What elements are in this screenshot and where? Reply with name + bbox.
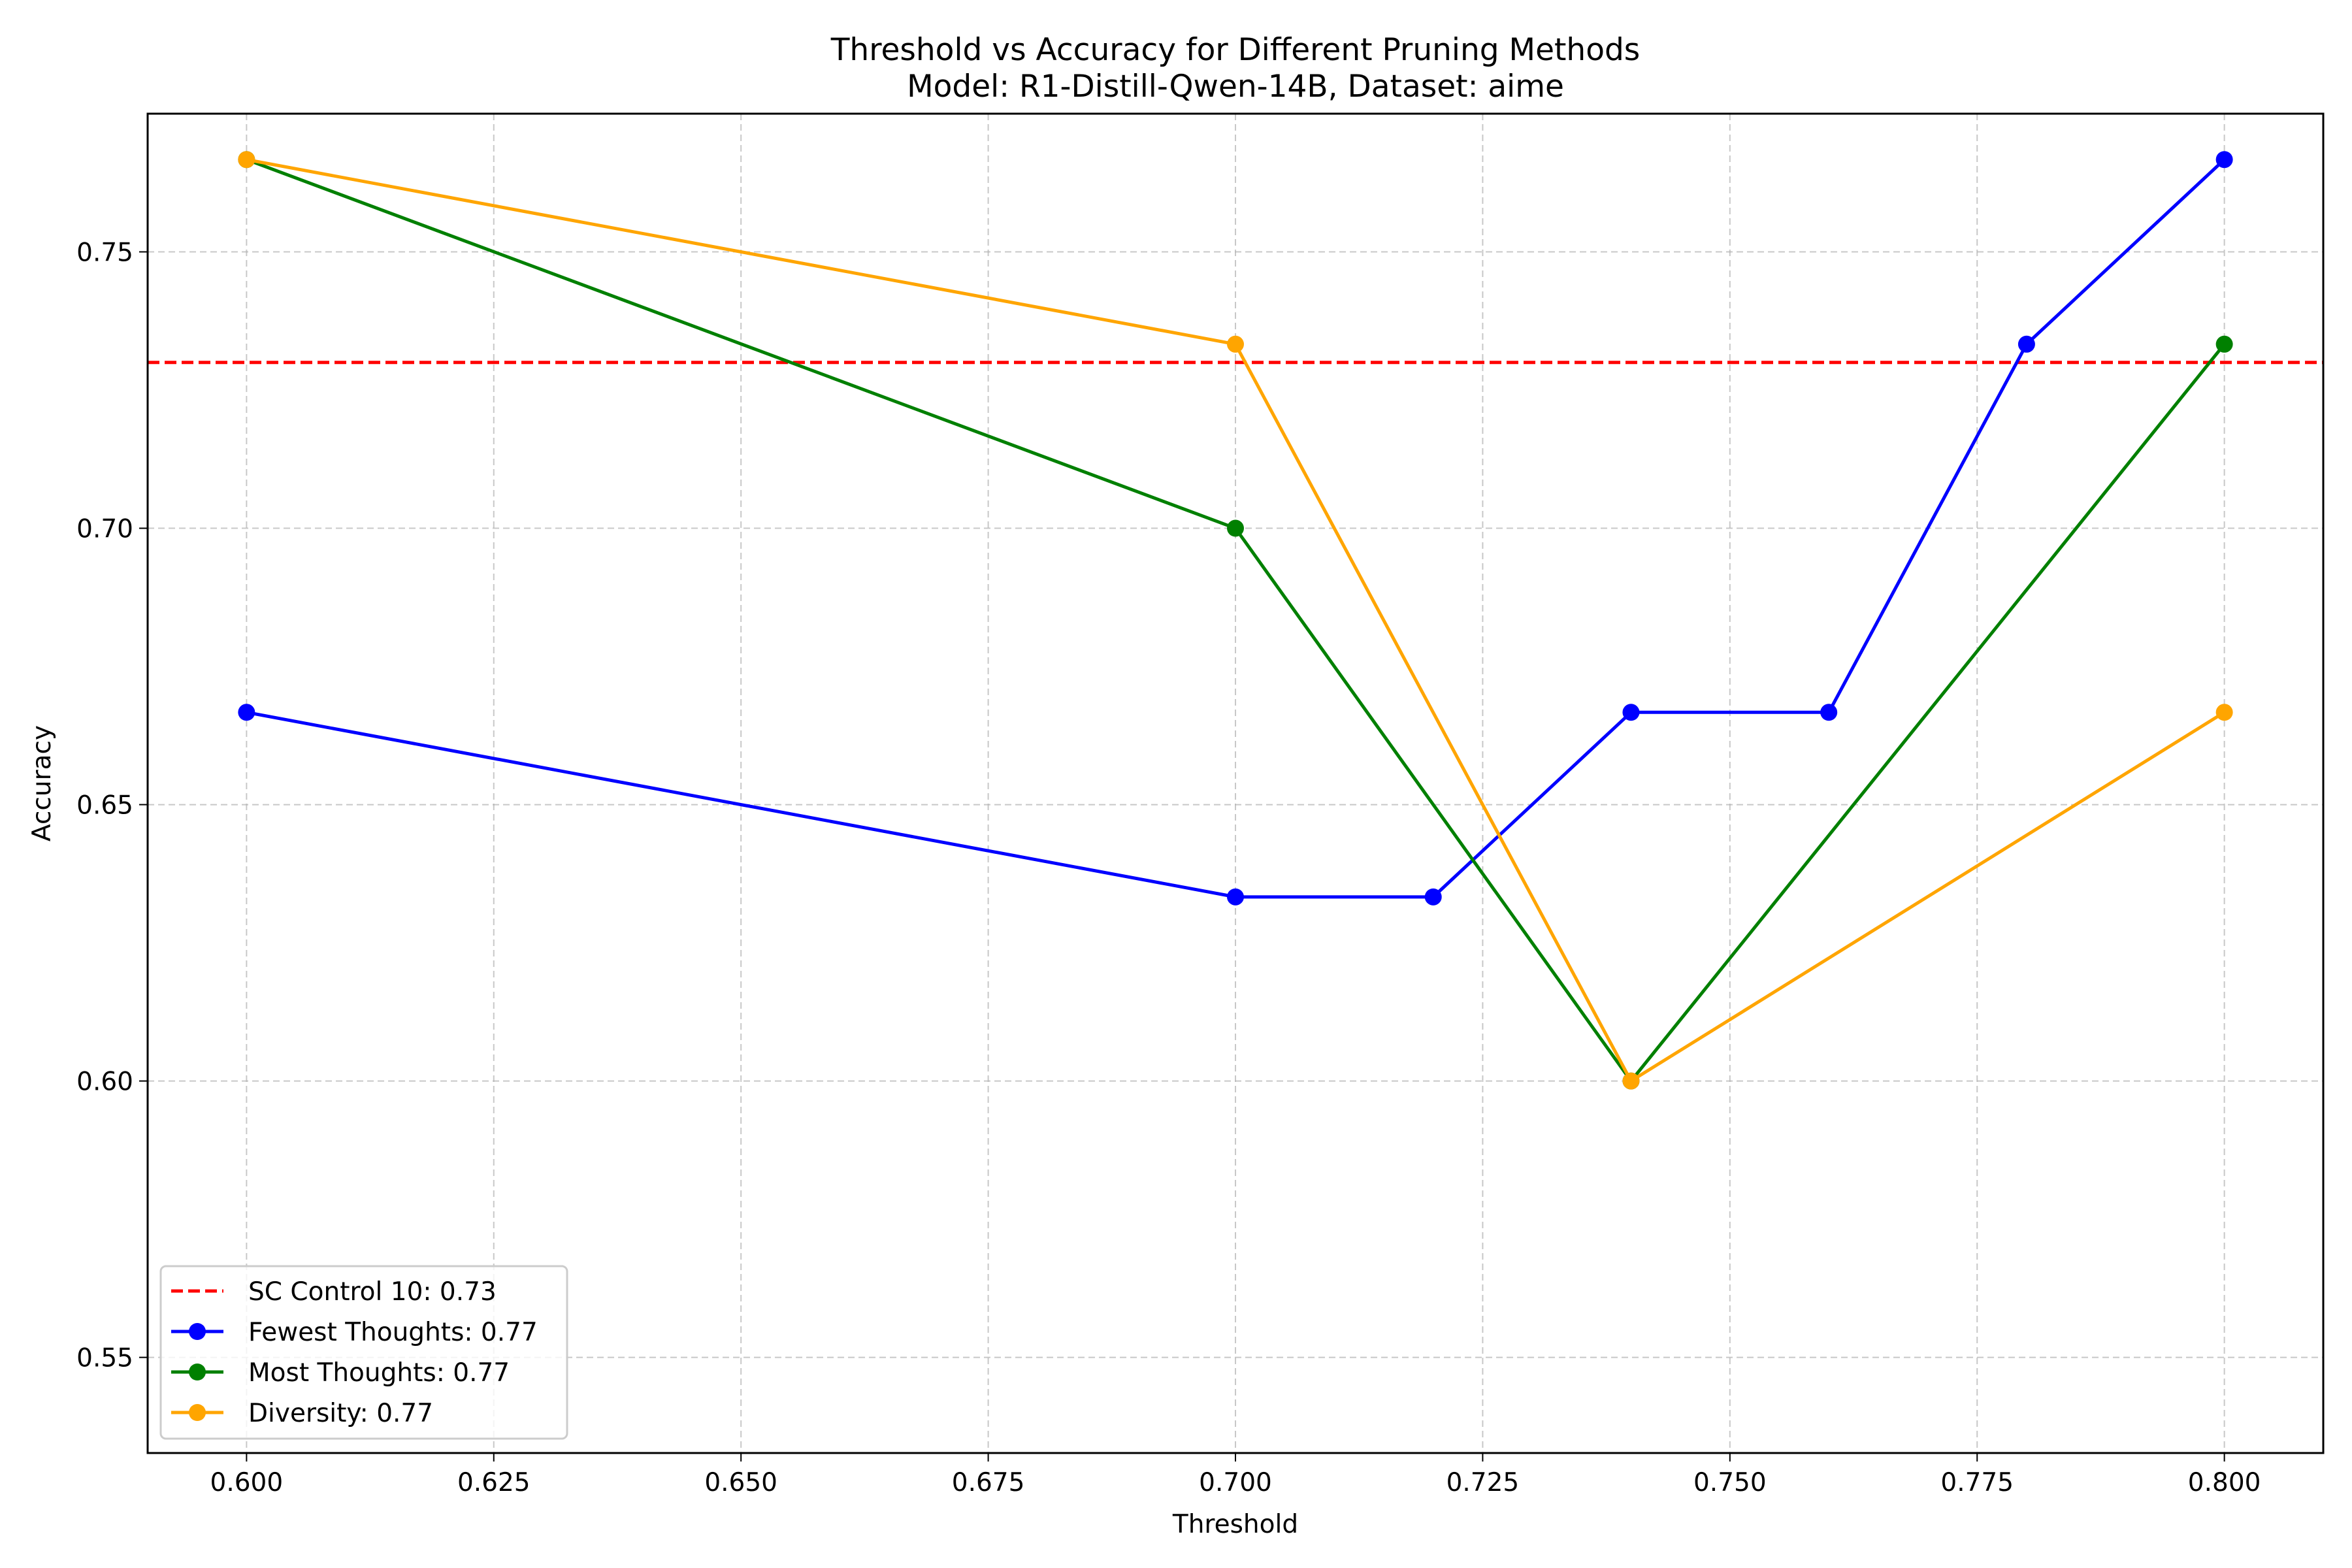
chart-title: Threshold vs Accuracy for Different Prun…	[830, 32, 1641, 68]
series-3	[238, 151, 2233, 1090]
x-tick-label: 0.775	[1940, 1468, 2014, 1497]
x-axis-label: Threshold	[1172, 1510, 1298, 1539]
legend-label: Diversity: 0.77	[248, 1399, 433, 1428]
ticks: 0.600 0.625 0.650 0.675 0.700 0.725 0.750 0.775…	[76, 238, 2261, 1497]
x-tick-label: 0.675	[952, 1468, 1025, 1497]
data-point	[2215, 704, 2233, 721]
legend-label: SC Control 10: 0.73	[248, 1277, 497, 1307]
legend-marker	[189, 1364, 206, 1380]
data-point	[2215, 151, 2233, 169]
data-point	[238, 704, 255, 721]
legend-box	[159, 1265, 568, 1440]
legend-marker	[189, 1404, 206, 1421]
x-tick-label: 0.625	[457, 1468, 531, 1497]
data-point	[1227, 335, 1244, 353]
x-tick-label: 0.800	[2188, 1468, 2261, 1497]
data-point	[238, 151, 255, 169]
data-point	[2017, 335, 2035, 353]
data-point	[1424, 888, 1442, 906]
y-axis-label: Accuracy	[27, 725, 57, 841]
legend-label: Fewest Thoughts: 0.77	[248, 1318, 538, 1347]
data-point	[1622, 1072, 1640, 1090]
x-tick-label: 0.725	[1446, 1468, 1520, 1497]
y-tick-label: 0.70	[76, 515, 133, 544]
legend-marker	[189, 1323, 206, 1340]
x-tick-label: 0.650	[704, 1468, 777, 1497]
series-line	[246, 157, 2225, 1083]
data-point	[2215, 335, 2233, 353]
legend: SC Control 10: 0.73 Fewest Thoughts: 0.77…	[159, 1265, 568, 1440]
legend-label: Most Thoughts: 0.77	[248, 1358, 510, 1388]
x-tick-label: 0.700	[1199, 1468, 1272, 1497]
series-group	[238, 151, 2233, 1090]
data-point	[1820, 704, 1838, 721]
y-tick-label: 0.60	[76, 1068, 133, 1097]
y-tick-label: 0.65	[76, 791, 133, 821]
x-tick-label: 0.750	[1693, 1468, 1767, 1497]
data-point	[1622, 704, 1640, 721]
data-point	[1227, 519, 1244, 537]
data-point	[1227, 888, 1244, 906]
chart-subtitle: Model: R1-Distill-Qwen-14B, Dataset: aim…	[907, 69, 1564, 105]
series-1	[238, 151, 2233, 906]
y-tick-label: 0.75	[76, 238, 133, 268]
y-tick-label: 0.55	[76, 1344, 133, 1373]
x-tick-label: 0.600	[210, 1468, 284, 1497]
series-line	[246, 157, 2226, 1083]
